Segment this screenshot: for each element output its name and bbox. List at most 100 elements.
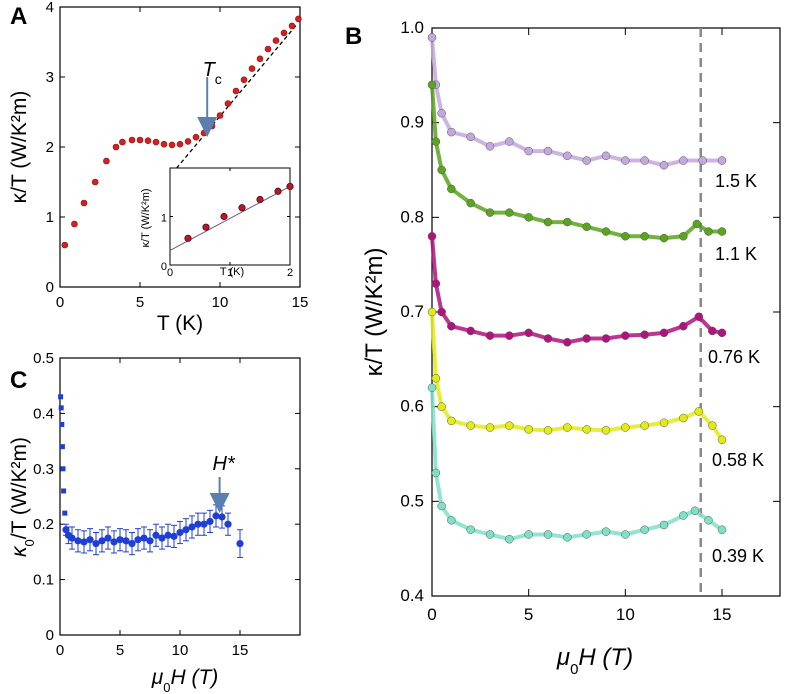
y-tick-label: 0.5: [400, 491, 424, 510]
series-point: [431, 279, 441, 288]
y-tick-label: 0.5: [33, 350, 54, 367]
series-point: [437, 501, 446, 511]
data-point-a: [71, 220, 78, 228]
data-point-c: [164, 531, 172, 539]
inset-frame: [169, 167, 291, 266]
series-point: [704, 516, 713, 525]
series-point: [621, 530, 630, 539]
x-tick-label: 5: [524, 605, 533, 624]
y-tick-label: 0: [161, 261, 167, 273]
data-point-a: [280, 29, 288, 37]
data-point-a: [176, 140, 184, 148]
inset-data-point: [202, 223, 210, 231]
series-point: [437, 165, 446, 175]
x-tick-label: 10: [212, 294, 229, 311]
x-tick-label: 0: [56, 294, 64, 311]
data-point-a: [232, 87, 240, 95]
inset-data-point: [220, 212, 228, 221]
series-point: [640, 330, 649, 339]
series-point: [582, 334, 591, 343]
data-point-c: [122, 537, 130, 545]
series-point: [717, 156, 727, 165]
data-point-c: [86, 536, 94, 544]
series-point: [466, 421, 475, 430]
y-tick-label: 0.1: [33, 572, 54, 589]
series-point: [717, 328, 727, 338]
data-point-a: [192, 133, 200, 141]
y-tick-label: 0.9: [400, 113, 424, 132]
series-point: [505, 534, 514, 544]
panel-a-xlabel: T (K): [157, 312, 203, 335]
series-point: [679, 511, 688, 520]
series-point: [524, 425, 533, 434]
series-point: [679, 232, 688, 241]
data-point-c: [116, 536, 124, 544]
data-point-c: [182, 526, 190, 534]
x-tick-label: 0: [167, 267, 173, 279]
series-point: [431, 374, 441, 383]
data-point-c: [134, 536, 142, 544]
data-point-c: [128, 539, 136, 548]
panel-b-xlabel: μ0H (T): [556, 644, 633, 678]
data-point-c: [152, 531, 160, 539]
data-point-c: [68, 534, 76, 542]
panel-b-ylabel: κ/T (W/K²m): [361, 248, 388, 377]
panel-a-label: A: [10, 3, 27, 30]
panel-a-fit-line: [171, 24, 298, 175]
y-tick-label: 2: [46, 139, 54, 156]
inset-data-point: [238, 204, 246, 212]
series-point: [717, 435, 727, 445]
series-point: [582, 425, 591, 434]
data-point-c: [59, 421, 65, 427]
y-tick-label: 0.4: [33, 405, 54, 422]
series-point: [582, 156, 591, 165]
series-point: [692, 219, 702, 229]
data-point-c: [62, 510, 68, 516]
data-point-c: [140, 534, 148, 542]
panel-b-label: B: [345, 23, 362, 50]
panel-a: A 0 5 10 15 0 1 2 3 4 κ/T (W/K²m) T (K) Tc 0 1 2 0 1…: [8, 0, 308, 335]
series-point: [524, 213, 533, 222]
series-point: [679, 413, 688, 423]
series-point: [563, 338, 572, 347]
x-tick-label: 0: [427, 605, 436, 624]
series-point: [659, 233, 669, 243]
data-point-a: [200, 129, 208, 137]
series-point: [485, 208, 495, 217]
inset-xlabel: T (K): [220, 266, 244, 278]
series-point: [543, 426, 553, 435]
series-point: [640, 232, 649, 241]
y-tick-label: 0.6: [400, 397, 424, 416]
series-label: 0.58 K: [712, 450, 764, 470]
x-tick-label: 15: [713, 605, 732, 624]
y-tick-label: 1: [46, 209, 54, 226]
series-point: [524, 146, 533, 156]
series-point: [447, 184, 456, 194]
data-point-a: [208, 122, 216, 130]
series-point: [485, 331, 495, 340]
x-tick-label: 15: [232, 642, 249, 659]
series-point: [466, 132, 475, 142]
series-point: [543, 530, 553, 539]
inset-ylabel: κ/T (W/K²m): [140, 188, 152, 247]
panel-c-xlabel: μ0H (T): [151, 666, 219, 694]
y-tick-label: 1: [161, 213, 167, 225]
data-point-a: [248, 65, 256, 72]
series-point: [543, 334, 553, 343]
series-point: [505, 208, 514, 217]
panel-c: C 0 5 10 15 0 0.1 0.2 0.3 0.4 0.5 κ0/T (W/K²m) μ0…: [8, 350, 301, 694]
series-point: [601, 527, 611, 536]
series-label: 1.1 K: [715, 244, 757, 264]
inset-data-point: [274, 187, 282, 195]
series-point: [505, 331, 514, 340]
data-point-c: [98, 537, 106, 545]
series-point: [621, 232, 630, 241]
series-point: [524, 530, 533, 539]
data-point-c: [158, 534, 166, 542]
data-point-a: [112, 143, 120, 151]
panel-a-ylabel: κ/T (W/K²m): [8, 91, 31, 204]
data-point-c: [218, 513, 226, 521]
inset-data-point: [184, 234, 192, 242]
series-point: [563, 151, 572, 161]
series-point: [447, 127, 456, 137]
